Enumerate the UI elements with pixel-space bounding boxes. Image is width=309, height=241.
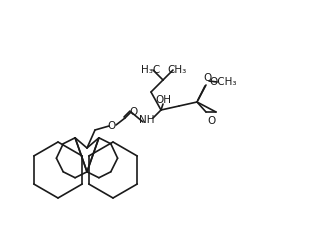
Text: O: O: [129, 107, 137, 117]
Text: H₃C: H₃C: [142, 65, 161, 75]
Text: O: O: [203, 73, 211, 83]
Text: OCH₃: OCH₃: [209, 77, 237, 87]
Text: CH₃: CH₃: [167, 65, 187, 75]
Text: NH: NH: [139, 115, 155, 125]
Text: O: O: [207, 116, 215, 126]
Text: OH: OH: [155, 95, 171, 105]
Text: O: O: [107, 121, 115, 131]
